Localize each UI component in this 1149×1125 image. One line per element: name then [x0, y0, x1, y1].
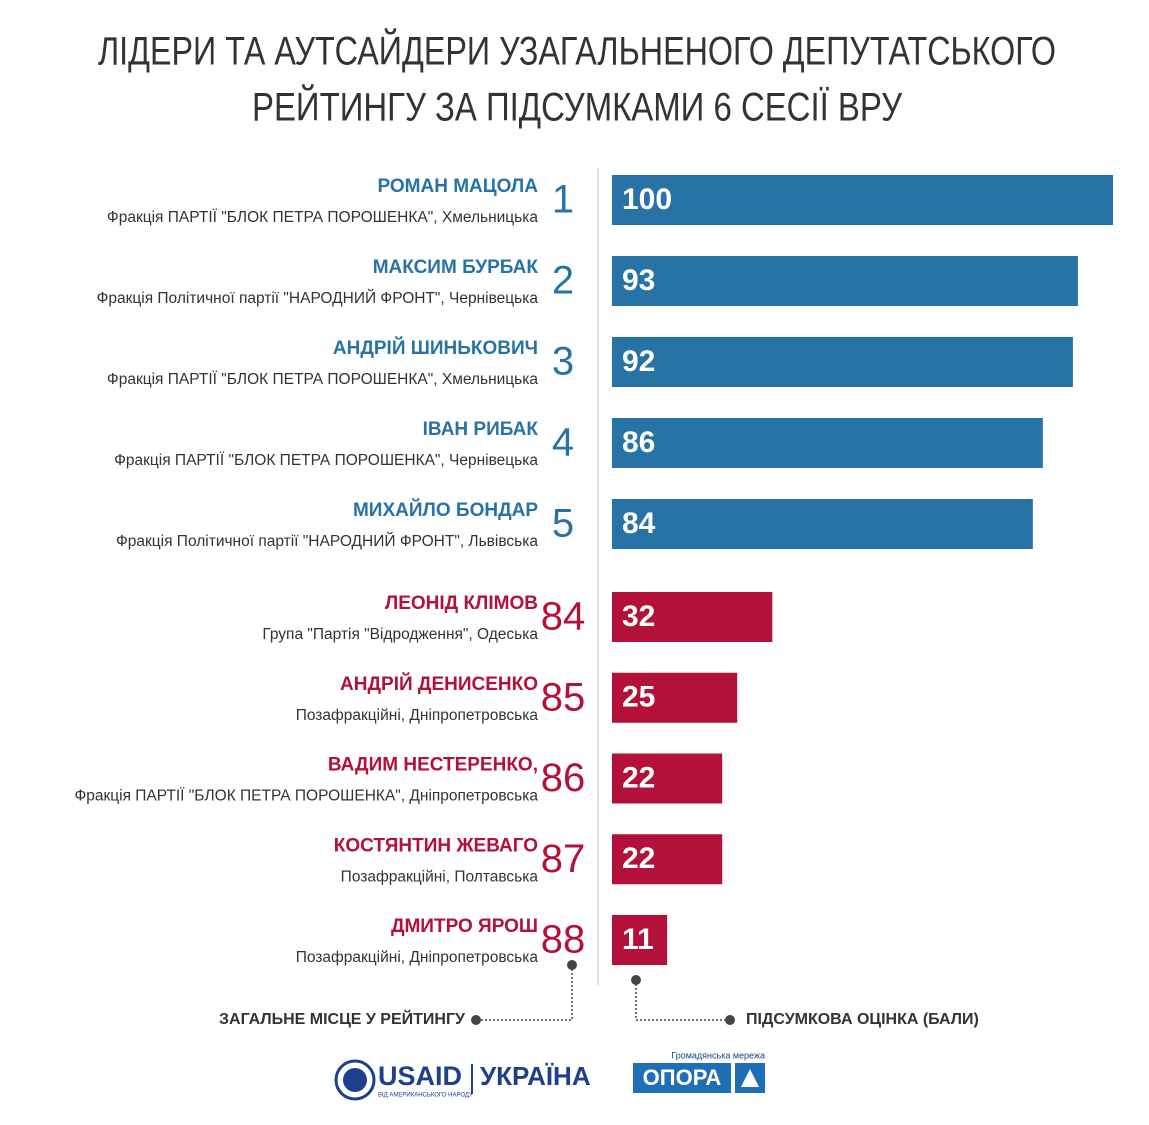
- value-label: 32: [622, 600, 655, 633]
- faction: Фракція Політичної партії "НАРОДНИЙ ФРОН…: [116, 532, 538, 550]
- value-label: 22: [622, 761, 655, 794]
- value-label: 84: [622, 507, 656, 540]
- faction: Позафракційні, Полтавська: [341, 868, 539, 885]
- bar: [612, 337, 1073, 387]
- opora-logo: ОПОРА: [643, 1065, 722, 1090]
- value-label: 22: [622, 842, 655, 875]
- rank: 86: [541, 756, 586, 800]
- country: УКРАЇНА: [480, 1061, 591, 1091]
- usaid-logo: USAID: [378, 1061, 462, 1091]
- deputy-name: ІВАН РИБАК: [423, 419, 539, 440]
- opora-tagline: Громадянська мережа: [671, 1050, 765, 1060]
- rank: 3: [552, 340, 574, 384]
- annotations: ЗАГАЛЬНЕ МІСЦЕ У РЕЙТИНГУ ПІДСУМКОВА ОЦІ…: [219, 960, 979, 1028]
- leader-line: [635, 980, 730, 1021]
- deputy-name: КОСТЯНТИН ЖЕВАГО: [334, 835, 538, 856]
- footer: USAID ВІД АМЕРИКАНСЬКОГО НАРОДУ УКРАЇНА …: [334, 1050, 765, 1101]
- bar: [612, 753, 723, 804]
- usaid-seal-inner: [343, 1068, 367, 1092]
- title-line: ЛІДЕРИ ТА АУТСАЙДЕРИ УЗАГАЛЬНЕНОГО ДЕПУТ…: [98, 28, 1056, 74]
- deputy-name: МИХАЙЛО БОНДАР: [353, 499, 538, 521]
- value-note: ПІДСУМКОВА ОЦІНКА (БАЛИ): [746, 1011, 979, 1028]
- title-line: РЕЙТИНГУ ЗА ПІДСУМКАМИ 6 СЕСІЇ ВРУ: [252, 84, 902, 130]
- faction: Фракція Політичної партії "НАРОДНИЙ ФРОН…: [97, 289, 539, 307]
- value-label: 93: [622, 264, 655, 297]
- usaid-tagline: ВІД АМЕРИКАНСЬКОГО НАРОДУ: [378, 1093, 473, 1099]
- bar: [612, 499, 1033, 549]
- bar: [612, 915, 668, 965]
- value-label: 11: [622, 923, 654, 956]
- deputy-name: ДМИТРО ЯРОШ: [391, 916, 538, 937]
- rank: 4: [552, 421, 574, 465]
- value-label: 100: [622, 183, 672, 216]
- rank: 88: [541, 918, 586, 962]
- rank: 1: [552, 178, 574, 222]
- value-label: 92: [622, 345, 655, 378]
- faction: Фракція ПАРТІЇ "БЛОК ПЕТРА ПОРОШЕНКА", Х…: [107, 371, 538, 388]
- bar: [612, 175, 1113, 225]
- deputy-name: МАКСИМ БУРБАК: [373, 257, 539, 278]
- opora-triangle: [741, 1069, 759, 1087]
- faction: Фракція ПАРТІЇ "БЛОК ПЕТРА ПОРОШЕНКА", Х…: [107, 209, 538, 226]
- bar: [612, 418, 1043, 468]
- faction: Фракція ПАРТІЇ "БЛОК ПЕТРА ПОРОШЕНКА", Ч…: [114, 452, 538, 469]
- deputy-name: ЛЕОНІД КЛІМОВ: [385, 593, 538, 614]
- rank: 5: [552, 502, 574, 546]
- faction: Фракція ПАРТІЇ "БЛОК ПЕТРА ПОРОШЕНКА", Д…: [74, 788, 538, 805]
- rank: 87: [541, 837, 586, 881]
- rank-note: ЗАГАЛЬНЕ МІСЦЕ У РЕЙТИНГУ: [219, 1009, 466, 1028]
- value-label: 25: [622, 681, 655, 714]
- rank: 2: [552, 259, 574, 303]
- faction: Група "Партія "Відродження", Одеська: [262, 626, 538, 643]
- leader-line: [476, 965, 573, 1021]
- bar: [612, 672, 738, 723]
- bar: [612, 256, 1078, 306]
- deputy-name: ВАДИМ НЕСТЕРЕНКО,: [328, 755, 538, 776]
- dot: [471, 1015, 481, 1025]
- rank: 85: [541, 675, 586, 719]
- rank: 84: [541, 595, 586, 639]
- bar: [612, 834, 723, 885]
- dot: [725, 1015, 735, 1025]
- faction: Позафракційні, Дніпропетровська: [296, 707, 539, 724]
- deputy-name: АНДРІЙ ШИНЬКОВИЧ: [333, 337, 538, 359]
- deputy-name: АНДРІЙ ДЕНИСЕНКО: [340, 673, 538, 695]
- faction: Позафракційні, Дніпропетровська: [296, 949, 539, 966]
- value-label: 86: [622, 426, 655, 459]
- opora-box: [633, 1063, 731, 1093]
- bar: [612, 592, 773, 642]
- deputy-name: РОМАН МАЦОЛА: [377, 176, 538, 197]
